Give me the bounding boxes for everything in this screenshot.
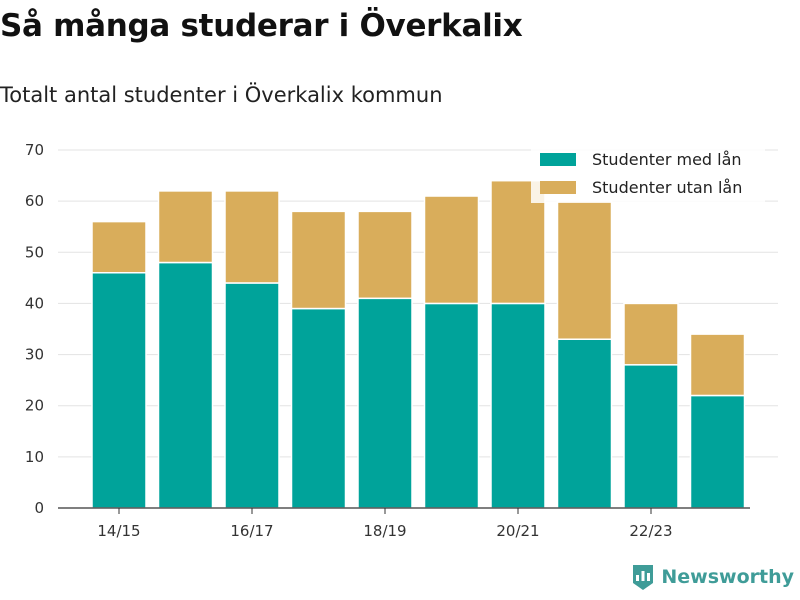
newsworthy-logo-icon xyxy=(633,565,654,590)
bar-med-lan xyxy=(290,307,347,509)
y-tick-label: 40 xyxy=(25,294,44,312)
y-tick-label: 50 xyxy=(25,243,44,261)
x-tick-label: 20/21 xyxy=(496,522,539,540)
legend: Studenter med lån Studenter utan lån xyxy=(531,145,765,203)
y-tick-label: 60 xyxy=(25,192,44,210)
x-tick-label: 22/23 xyxy=(629,522,672,540)
x-tick-label: 16/17 xyxy=(230,522,273,540)
bar-med-lan xyxy=(224,282,280,509)
bar-utan-lan xyxy=(623,302,679,366)
y-tick-label: 30 xyxy=(25,346,44,364)
legend-label: Studenter utan lån xyxy=(592,178,742,197)
brand-name: Newsworthy xyxy=(661,566,794,588)
bar-utan-lan xyxy=(357,210,413,300)
bar-utan-lan xyxy=(91,220,147,274)
y-axis-ticks: 0 10 20 30 40 50 60 70 xyxy=(25,141,44,517)
y-tick-label: 70 xyxy=(25,141,44,159)
bar-utan-lan xyxy=(689,333,746,397)
bars xyxy=(91,179,746,509)
y-tick-label: 0 xyxy=(34,499,44,517)
chart-subtitle: Totalt antal studenter i Överkalix kommu… xyxy=(0,83,443,107)
x-tick-label: 18/19 xyxy=(363,522,406,540)
bar-utan-lan xyxy=(423,195,480,305)
x-axis-ticks: 14/15 16/17 18/19 20/21 22/23 xyxy=(97,508,673,540)
bar-med-lan xyxy=(357,297,413,509)
y-tick-label: 20 xyxy=(25,397,44,415)
bar-med-lan xyxy=(423,302,480,509)
bar-med-lan xyxy=(157,261,214,509)
x-tick-label: 14/15 xyxy=(97,522,140,540)
bar-utan-lan xyxy=(157,190,214,264)
bar-med-lan xyxy=(91,271,147,509)
chart-title: Så många studerar i Överkalix xyxy=(0,8,523,44)
legend-swatch xyxy=(540,153,576,166)
y-tick-label: 10 xyxy=(25,448,44,466)
bar-med-lan xyxy=(689,394,746,509)
legend-label: Studenter med lån xyxy=(592,150,742,169)
bar-utan-lan xyxy=(290,210,347,310)
legend-swatch xyxy=(540,181,576,194)
bar-utan-lan xyxy=(556,200,613,340)
bar-med-lan xyxy=(490,302,546,509)
bar-utan-lan xyxy=(224,190,280,284)
newsworthy-brand: Newsworthy xyxy=(631,562,794,592)
bar-med-lan xyxy=(623,364,679,509)
bar-med-lan xyxy=(556,338,613,509)
